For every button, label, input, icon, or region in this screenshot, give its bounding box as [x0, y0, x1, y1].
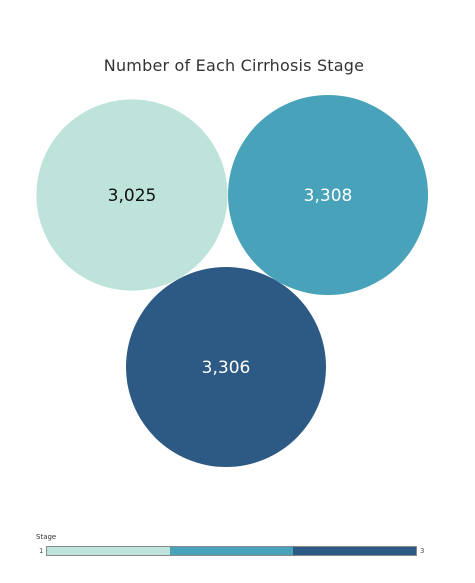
bubble-stage-1[interactable]	[36, 99, 228, 291]
bubble-label-stage-2: 3,308	[304, 186, 353, 206]
legend-swatch-stage-2	[170, 547, 293, 555]
legend-max-label: 3	[420, 547, 425, 555]
stage-color-legend	[46, 546, 417, 556]
bubble-stage-3[interactable]	[126, 267, 326, 467]
bubble-chart: 3,025 3,308 3,306	[36, 95, 428, 467]
legend-swatch-stage-3	[293, 547, 416, 555]
chart-title: Number of Each Cirrhosis Stage	[103, 56, 365, 75]
legend-title: Stage	[36, 533, 57, 541]
legend-min-label: 1	[39, 547, 44, 555]
bubble-label-stage-1: 3,025	[108, 186, 157, 206]
bubble-label-stage-3: 3,306	[202, 358, 251, 378]
legend-swatch-stage-1	[47, 547, 170, 555]
bubble-stage-2[interactable]	[228, 95, 428, 295]
